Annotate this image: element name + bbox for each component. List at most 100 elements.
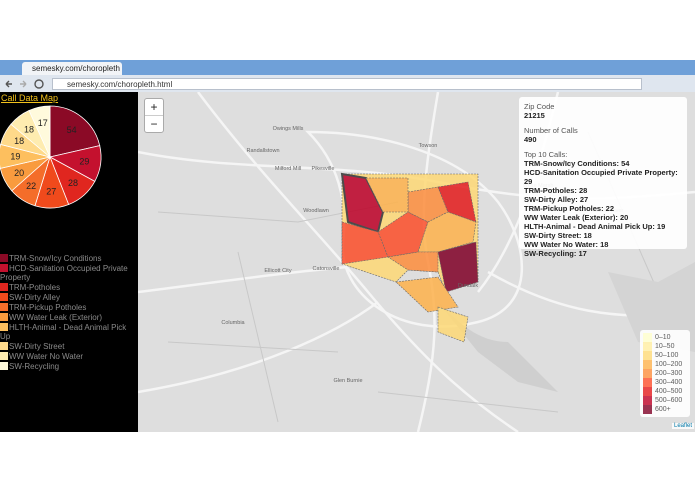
map-legend-label: 200–300 bbox=[655, 370, 683, 377]
pie-label: 18 bbox=[24, 124, 34, 134]
pie-label: 29 bbox=[79, 157, 89, 167]
legend-item: SW-Dirty Alley bbox=[0, 293, 138, 302]
bay bbox=[608, 262, 695, 352]
top-call: TRM-Pickup Potholes: 22 bbox=[524, 204, 615, 213]
map-legend-label: 10–50 bbox=[655, 343, 675, 350]
legend-swatch bbox=[0, 313, 8, 321]
top-heading: Top 10 Calls: bbox=[524, 150, 568, 159]
legend-item: HCD-Sanitation Occupied Private Property bbox=[0, 264, 138, 282]
legend-item: SW-Dirty Street bbox=[0, 342, 138, 351]
reload-button[interactable] bbox=[34, 79, 44, 89]
map-legend-item: 100–200 bbox=[643, 360, 687, 369]
legend-item: WW Water Leak (Exterior) bbox=[0, 313, 138, 322]
place-label: Ellicott City bbox=[264, 268, 291, 274]
pie-slice bbox=[49, 105, 101, 158]
pie-label: 28 bbox=[68, 178, 78, 188]
legend-label: SW-Dirty Street bbox=[9, 342, 65, 351]
zip-value: 21215 bbox=[524, 111, 545, 120]
legend-label: TRM-Pickup Potholes bbox=[9, 303, 87, 312]
map-legend-swatch bbox=[643, 405, 652, 414]
map-legend-swatch bbox=[643, 378, 652, 387]
map-legend-swatch bbox=[643, 396, 652, 405]
legend-item: WW Water No Water bbox=[0, 352, 138, 361]
top-call: SW-Dirty Street: 18 bbox=[524, 231, 592, 240]
legend-label: SW-Dirty Alley bbox=[9, 293, 60, 302]
map-legend-label: 0–10 bbox=[655, 334, 671, 341]
map-legend-item: 200–300 bbox=[643, 369, 687, 378]
map-legend-swatch bbox=[643, 360, 652, 369]
legend-swatch bbox=[0, 362, 8, 370]
browser-chrome: semesky.com/choropleth semesky.com/choro… bbox=[0, 60, 695, 92]
top-call: SW-Dirty Alley: 27 bbox=[524, 195, 589, 204]
map-legend-label: 300–400 bbox=[655, 379, 683, 386]
pie-label: 19 bbox=[10, 152, 20, 162]
zoom-control: + − bbox=[144, 98, 164, 133]
legend-label: HLTH-Animal - Dead Animal Pick Up bbox=[0, 323, 127, 341]
top-call: SW-Recycling: 17 bbox=[524, 249, 587, 258]
pie-label: 20 bbox=[14, 168, 24, 178]
zoom-in[interactable]: + bbox=[145, 99, 163, 116]
place-label: Columbia bbox=[221, 320, 245, 326]
map-legend-item: 400–500 bbox=[643, 387, 687, 396]
back-button[interactable] bbox=[5, 80, 12, 88]
place-label: Woodlawn bbox=[303, 208, 329, 214]
place-label: Pikesville bbox=[312, 166, 335, 172]
tab-bar: semesky.com/choropleth bbox=[0, 60, 695, 75]
legend-item: HLTH-Animal - Dead Animal Pick Up bbox=[0, 323, 138, 341]
map-legend-swatch bbox=[643, 351, 652, 360]
map-legend-label: 500–600 bbox=[655, 397, 683, 404]
pie-label: 22 bbox=[26, 181, 36, 191]
legend-item: TRM-Potholes bbox=[0, 283, 138, 292]
legend-swatch bbox=[0, 254, 8, 262]
calls-value: 490 bbox=[524, 135, 537, 144]
info-panel: Zip Code 21215 Number of Calls 490 Top 1… bbox=[519, 97, 687, 258]
map-legend-label: 100–200 bbox=[655, 361, 683, 368]
tab[interactable]: semesky.com/choropleth bbox=[22, 62, 122, 75]
top-call: WW Water Leak (Exterior): 20 bbox=[524, 213, 629, 222]
map-legend: 0–10 10–50 50–100 100–200 200–300 300–400 400–… bbox=[640, 330, 690, 417]
map-legend-item: 300–400 bbox=[643, 378, 687, 387]
top-call: TRM-Snow/Icy Conditions: 54 bbox=[524, 159, 630, 168]
nav-buttons bbox=[5, 79, 44, 89]
map-legend-item: 600+ bbox=[643, 405, 687, 414]
map-legend-item: 50–100 bbox=[643, 351, 687, 360]
address-bar[interactable]: semesky.com/choropleth.html bbox=[52, 78, 642, 90]
top-call: WW Water No Water: 18 bbox=[524, 240, 609, 249]
top-list: TRM-Snow/Icy Conditions: 54 HCD-Sanitatio… bbox=[524, 159, 682, 258]
legend-item: TRM-Snow/Icy Conditions bbox=[0, 254, 138, 263]
legend-swatch bbox=[0, 283, 8, 291]
map-legend-label: 400–500 bbox=[655, 388, 683, 395]
legend-swatch bbox=[0, 342, 8, 350]
forward-button[interactable] bbox=[20, 80, 27, 88]
map-legend-swatch bbox=[643, 333, 652, 342]
place-label: Glen Burnie bbox=[333, 378, 362, 384]
legend-label: SW-Recycling bbox=[9, 362, 60, 371]
map-legend-swatch bbox=[643, 342, 652, 351]
harbor bbox=[438, 302, 558, 392]
zoom-out[interactable]: − bbox=[150, 117, 158, 131]
choropleth bbox=[340, 172, 479, 343]
pie-label: 17 bbox=[38, 118, 48, 128]
pie-label: 18 bbox=[14, 136, 24, 146]
sidebar-title[interactable]: Call Data Map bbox=[1, 93, 59, 103]
map-legend-item: 500–600 bbox=[643, 396, 687, 405]
top-call: TRM-Potholes: 28 bbox=[524, 186, 588, 195]
zip-heading: Zip Code bbox=[524, 102, 555, 111]
attribution[interactable]: Leaflet bbox=[672, 423, 695, 429]
map-canvas: Owings Mills Towson Randallstown Milford Mi… bbox=[138, 92, 695, 432]
legend-item: SW-Recycling bbox=[0, 362, 138, 371]
legend-swatch bbox=[0, 323, 8, 331]
legend-item: TRM-Pickup Potholes bbox=[0, 303, 138, 312]
map-legend-swatch bbox=[643, 387, 652, 396]
map-legend-swatch bbox=[643, 369, 652, 378]
legend-swatch bbox=[0, 264, 8, 272]
place-label: Towson bbox=[419, 143, 438, 149]
pie-label: 27 bbox=[46, 187, 56, 197]
legend-swatch bbox=[0, 303, 8, 311]
pie-slice bbox=[28, 105, 51, 158]
legend-label: HCD-Sanitation Occupied Private Property bbox=[0, 264, 128, 282]
legend-swatch bbox=[0, 293, 8, 301]
map-legend-item: 0–10 bbox=[643, 333, 687, 342]
pie-label: 54 bbox=[67, 125, 77, 135]
